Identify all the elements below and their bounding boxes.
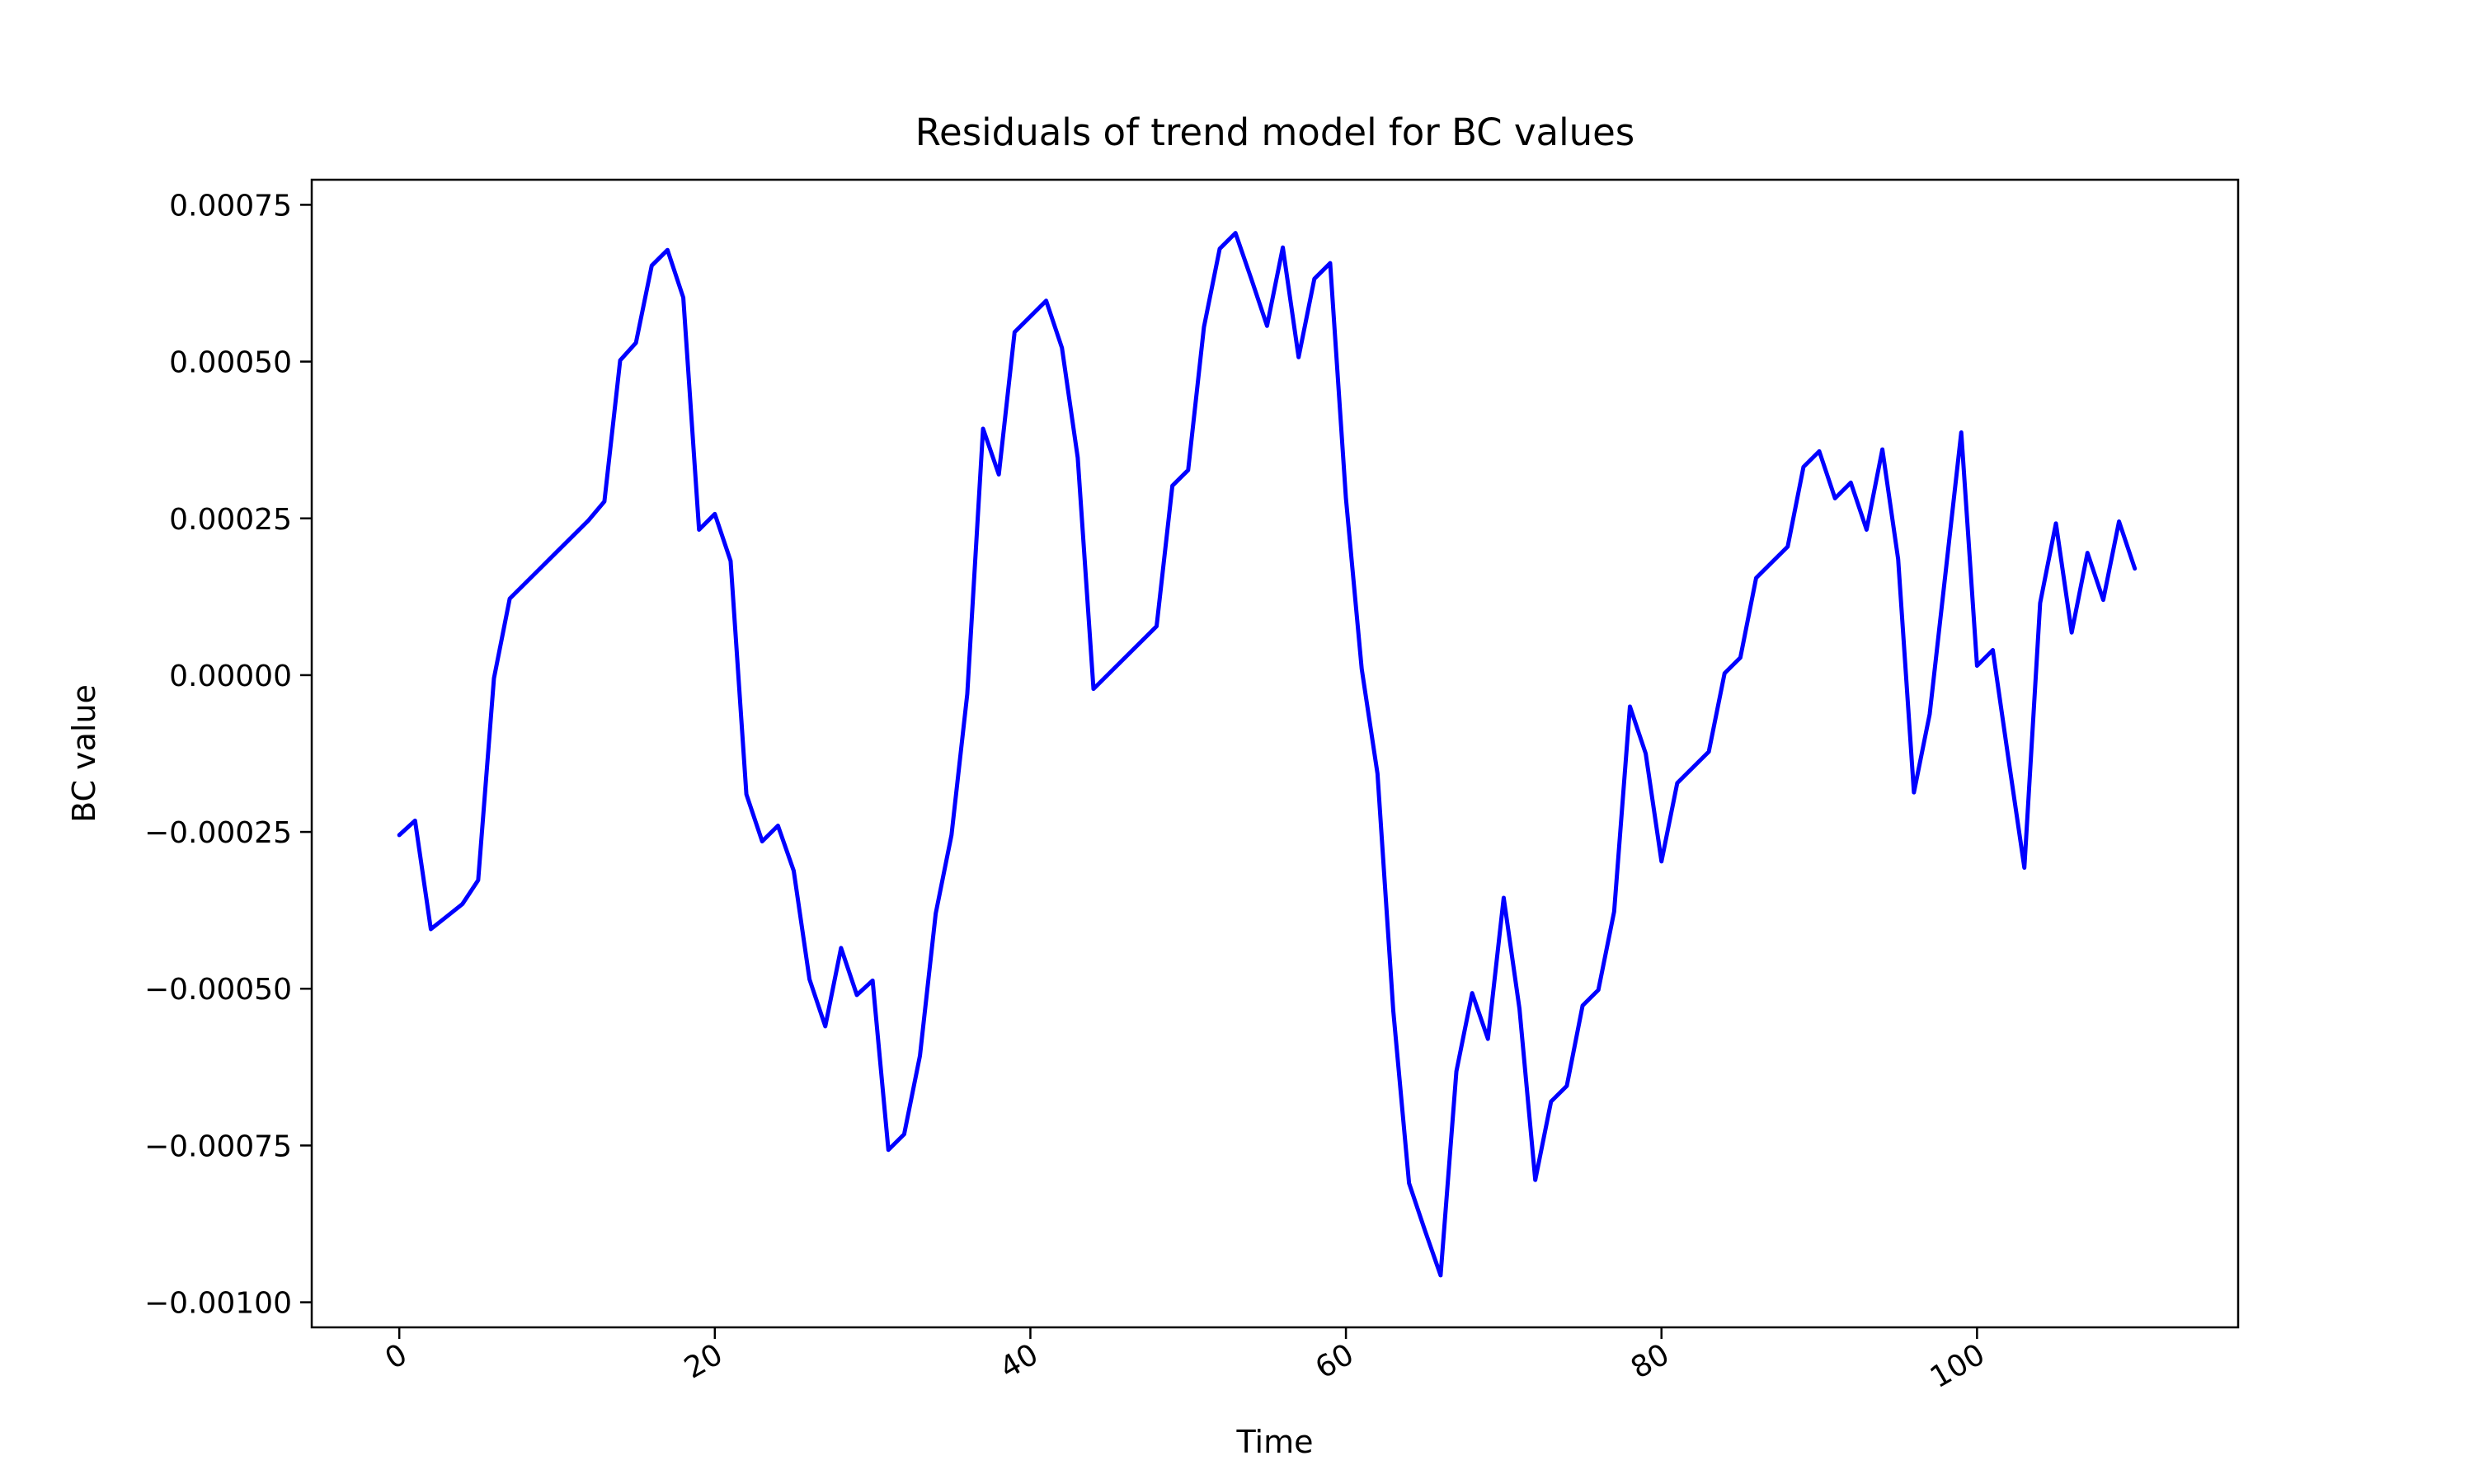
y-axis: 0.00075 0.00050 0.00025 0.00000 −0.00025 −0.0… <box>144 189 312 1321</box>
y-tick-label: 0.00025 <box>169 503 292 537</box>
y-axis-label: BC value <box>66 684 102 823</box>
chart-title: Residuals of trend model for BC values <box>915 110 1634 154</box>
x-axis-label: Time <box>1236 1424 1314 1460</box>
y-tick-label: −0.00075 <box>144 1129 292 1163</box>
plot-area <box>310 178 2240 1329</box>
y-tick-label: −0.00050 <box>144 973 292 1007</box>
y-tick-label: 0.00000 <box>169 660 292 693</box>
plot-frame <box>310 178 2240 1329</box>
series-line <box>397 231 2138 1278</box>
y-tick-label: 0.00050 <box>169 346 292 380</box>
y-tick-label: −0.00025 <box>144 816 292 850</box>
y-tick-label: −0.00100 <box>144 1287 292 1321</box>
y-tick-label: 0.00075 <box>169 189 292 223</box>
